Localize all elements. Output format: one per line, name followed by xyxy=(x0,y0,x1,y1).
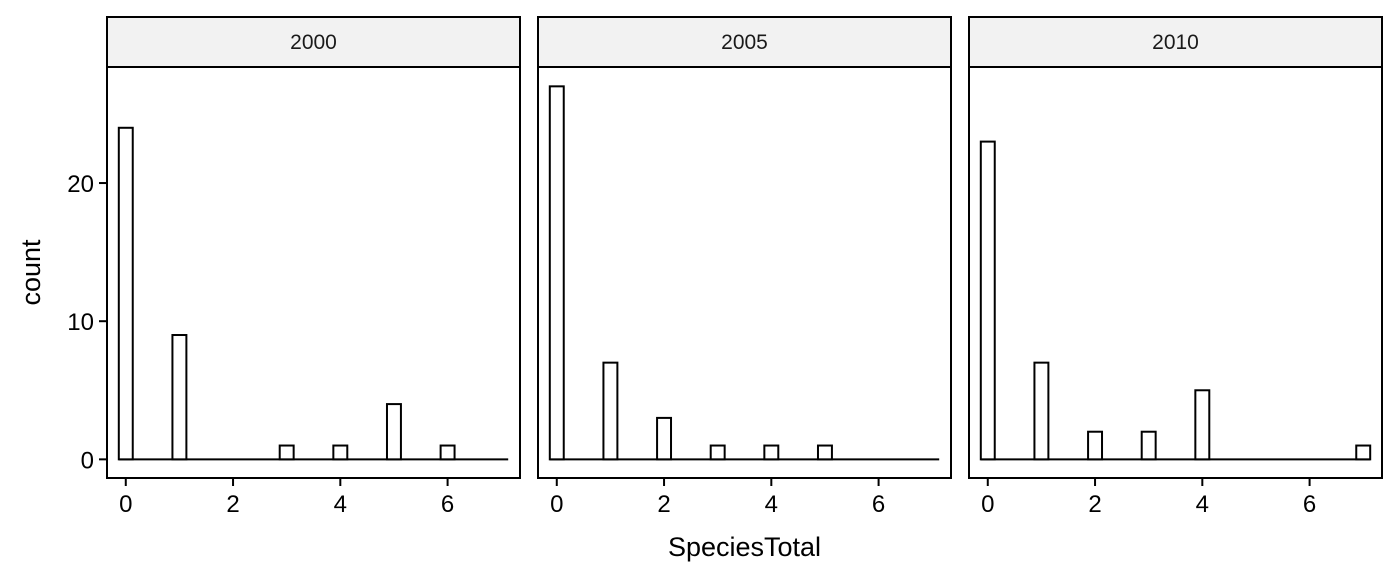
facet-strip-label: 2000 xyxy=(290,31,337,54)
facet-strip-label: 2005 xyxy=(721,31,768,54)
histogram-bar xyxy=(1355,444,1372,461)
y-axis: 0 10 20 xyxy=(67,171,107,474)
histogram-bar xyxy=(332,444,349,461)
histogram-bar xyxy=(1194,389,1211,461)
x-tick-label: 4 xyxy=(334,491,347,518)
x-tick-label: 6 xyxy=(1303,491,1316,518)
histogram-bar xyxy=(171,334,188,461)
histogram-bar xyxy=(1087,430,1104,461)
y-tick-label: 10 xyxy=(67,309,94,336)
facet-strip-label: 2010 xyxy=(1152,31,1199,54)
y-tick-label: 0 xyxy=(81,447,94,474)
histogram-bar xyxy=(1033,361,1050,461)
x-tick-label: 0 xyxy=(550,491,563,518)
histogram-bar xyxy=(816,444,833,461)
histogram-bar xyxy=(602,361,619,461)
x-tick-label: 6 xyxy=(441,491,454,518)
x-tick-label: 4 xyxy=(1196,491,1209,518)
x-tick-label: 6 xyxy=(872,491,885,518)
facet-panel-2005: 2005 0 2 4 6 xyxy=(537,16,952,518)
y-tick-label: 20 xyxy=(67,171,94,198)
histogram-bar xyxy=(656,416,673,461)
histogram-bar xyxy=(439,444,456,461)
x-tick-label: 0 xyxy=(119,491,132,518)
x-tick-label: 2 xyxy=(657,491,670,518)
facet-panels: 2000 0 2 4 6 2005 0 2 4 6 2010 0 2 4 6 xyxy=(106,16,1383,518)
panel-border xyxy=(537,66,952,479)
histogram-bar xyxy=(763,444,780,461)
x-tick-label: 2 xyxy=(1088,491,1101,518)
histogram-bar xyxy=(1140,430,1157,461)
x-tick-label: 2 xyxy=(226,491,239,518)
x-tick-label: 4 xyxy=(765,491,778,518)
facet-strip xyxy=(106,16,521,68)
y-axis-title: count xyxy=(16,239,46,306)
histogram-bar xyxy=(709,444,726,461)
panel-border xyxy=(106,66,521,479)
facet-panel-2000: 2000 0 2 4 6 xyxy=(106,16,521,518)
histogram-bar xyxy=(278,444,295,461)
histogram-bar xyxy=(979,140,996,461)
histogram-bar xyxy=(117,126,134,461)
histogram-bar xyxy=(548,85,565,461)
panel-border xyxy=(968,66,1383,479)
histogram-bar xyxy=(385,403,402,461)
x-tick-label: 0 xyxy=(981,491,994,518)
x-axis-title: SpeciesTotal xyxy=(668,532,821,562)
facet-panel-2010: 2010 0 2 4 6 xyxy=(968,16,1383,518)
